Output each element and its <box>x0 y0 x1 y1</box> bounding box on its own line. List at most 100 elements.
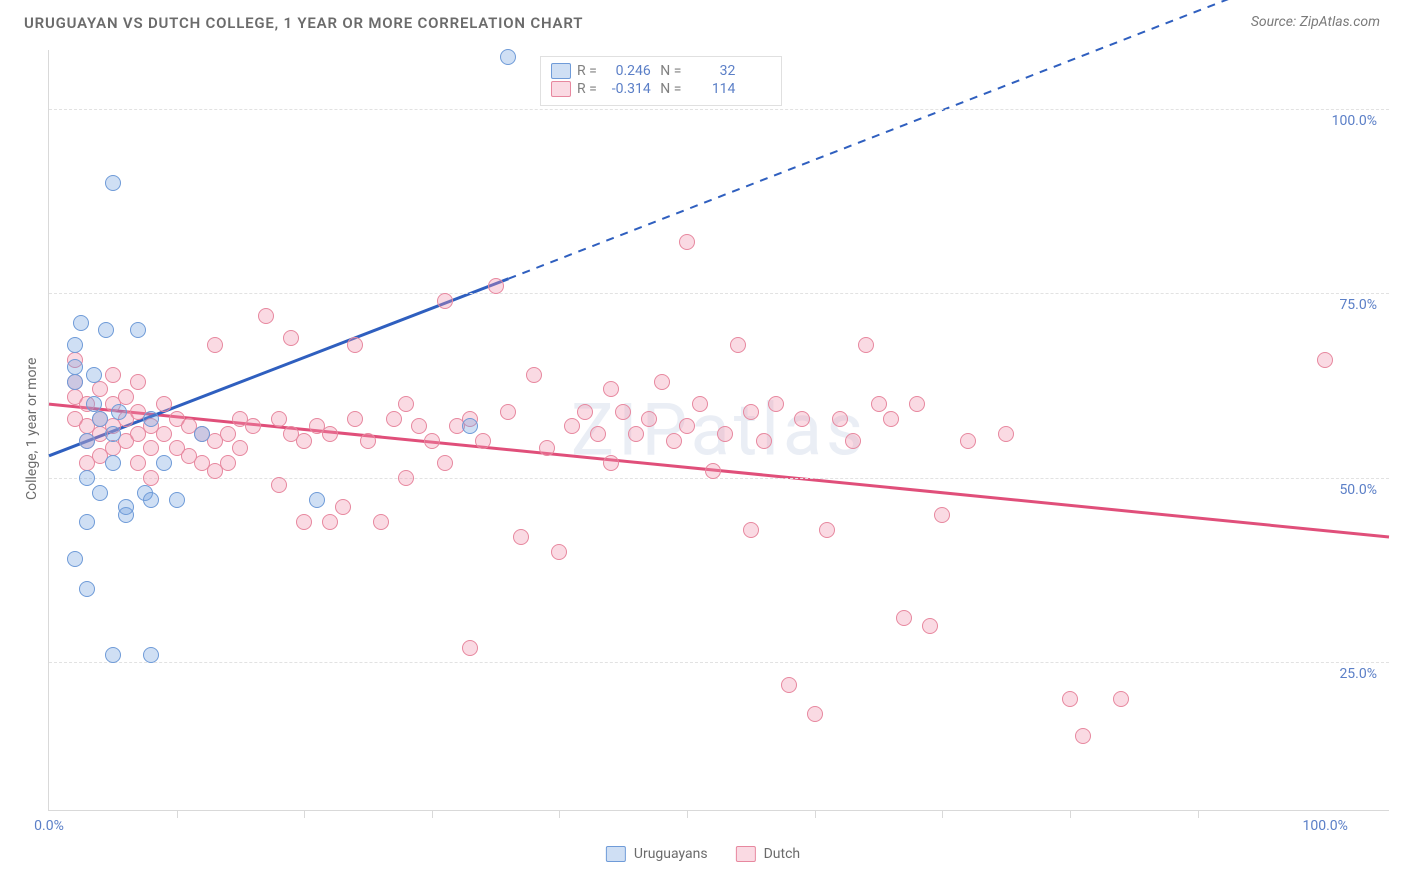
point-dutch <box>500 404 516 420</box>
x-tick-label: 100.0% <box>1302 818 1347 834</box>
point-uruguayan <box>67 359 83 375</box>
point-dutch <box>360 433 376 449</box>
source-label: Source: ZipAtlas.com <box>1251 14 1380 30</box>
point-dutch <box>143 470 159 486</box>
point-dutch <box>1113 691 1129 707</box>
point-dutch <box>794 411 810 427</box>
point-uruguayan <box>105 647 121 663</box>
point-uruguayan <box>194 426 210 442</box>
point-uruguayan <box>105 175 121 191</box>
point-dutch <box>628 426 644 442</box>
x-tick <box>942 810 943 818</box>
point-uruguayan <box>111 404 127 420</box>
gridline <box>49 109 1389 110</box>
point-dutch <box>322 514 338 530</box>
point-uruguayan <box>105 426 121 442</box>
point-uruguayan <box>79 581 95 597</box>
point-dutch <box>475 433 491 449</box>
x-tick-label: 0.0% <box>34 818 64 834</box>
point-dutch <box>603 455 619 471</box>
point-dutch <box>692 396 708 412</box>
point-dutch <box>858 337 874 353</box>
gridline <box>49 662 1389 663</box>
point-dutch <box>105 367 121 383</box>
point-dutch <box>296 433 312 449</box>
point-dutch <box>819 522 835 538</box>
point-dutch <box>577 404 593 420</box>
stat-legend: R = 0.246 N = 32 R = -0.314 N = 114 <box>540 56 782 106</box>
point-dutch <box>335 499 351 515</box>
point-dutch <box>1075 728 1091 744</box>
point-uruguayan <box>462 418 478 434</box>
point-dutch <box>654 374 670 390</box>
point-uruguayan <box>156 455 172 471</box>
point-dutch <box>118 389 134 405</box>
x-tick <box>304 810 305 818</box>
point-dutch <box>998 426 1014 442</box>
point-dutch <box>373 514 389 530</box>
point-dutch <box>871 396 887 412</box>
point-dutch <box>564 418 580 434</box>
point-dutch <box>679 418 695 434</box>
point-uruguayan <box>73 315 89 331</box>
x-tick <box>1198 810 1199 818</box>
point-dutch <box>513 529 529 545</box>
x-tick <box>815 810 816 818</box>
chart-title: URUGUAYAN VS DUTCH COLLEGE, 1 YEAR OR MO… <box>24 14 583 32</box>
y-tick-label: 100.0% <box>1332 113 1377 129</box>
point-uruguayan <box>67 337 83 353</box>
point-dutch <box>322 426 338 442</box>
stat-row-dutch: R = -0.314 N = 114 <box>551 81 771 97</box>
point-dutch <box>156 396 172 412</box>
point-uruguayan <box>79 470 95 486</box>
point-uruguayan <box>98 322 114 338</box>
point-dutch <box>781 677 797 693</box>
point-dutch <box>398 470 414 486</box>
point-dutch <box>1317 352 1333 368</box>
point-uruguayan <box>86 367 102 383</box>
point-uruguayan <box>143 411 159 427</box>
point-uruguayan <box>143 647 159 663</box>
point-dutch <box>679 234 695 250</box>
point-dutch <box>730 337 746 353</box>
y-tick-label: 50.0% <box>1339 482 1377 498</box>
point-dutch <box>424 433 440 449</box>
y-axis-label: College, 1 year or more <box>24 358 40 500</box>
point-dutch <box>347 337 363 353</box>
point-dutch <box>347 411 363 427</box>
point-dutch <box>743 522 759 538</box>
gridline <box>49 293 1389 294</box>
point-dutch <box>232 440 248 456</box>
point-dutch <box>488 278 504 294</box>
point-dutch <box>615 404 631 420</box>
point-dutch <box>1062 691 1078 707</box>
point-dutch <box>909 396 925 412</box>
r-value-dutch: -0.314 <box>603 81 651 97</box>
y-tick-label: 25.0% <box>1339 666 1377 682</box>
point-dutch <box>705 463 721 479</box>
point-dutch <box>156 426 172 442</box>
point-dutch <box>411 418 427 434</box>
point-uruguayan <box>67 551 83 567</box>
legend-item-dutch: Dutch <box>736 846 801 862</box>
correlation-chart: URUGUAYAN VS DUTCH COLLEGE, 1 YEAR OR MO… <box>0 0 1406 892</box>
swatch-uruguayan <box>551 63 571 79</box>
point-dutch <box>666 433 682 449</box>
point-dutch <box>220 455 236 471</box>
legend-item-uruguayan: Uruguayans <box>606 846 708 862</box>
x-tick <box>177 810 178 818</box>
point-dutch <box>258 308 274 324</box>
point-dutch <box>271 411 287 427</box>
point-uruguayan <box>79 433 95 449</box>
swatch-uruguayan <box>606 846 626 862</box>
point-dutch <box>283 330 299 346</box>
point-dutch <box>437 455 453 471</box>
point-dutch <box>296 514 312 530</box>
point-dutch <box>717 426 733 442</box>
point-dutch <box>768 396 784 412</box>
point-dutch <box>220 426 236 442</box>
x-tick <box>559 810 560 818</box>
point-dutch <box>526 367 542 383</box>
legend-label-dutch: Dutch <box>764 846 801 862</box>
n-value-uruguayan: 32 <box>687 63 735 79</box>
